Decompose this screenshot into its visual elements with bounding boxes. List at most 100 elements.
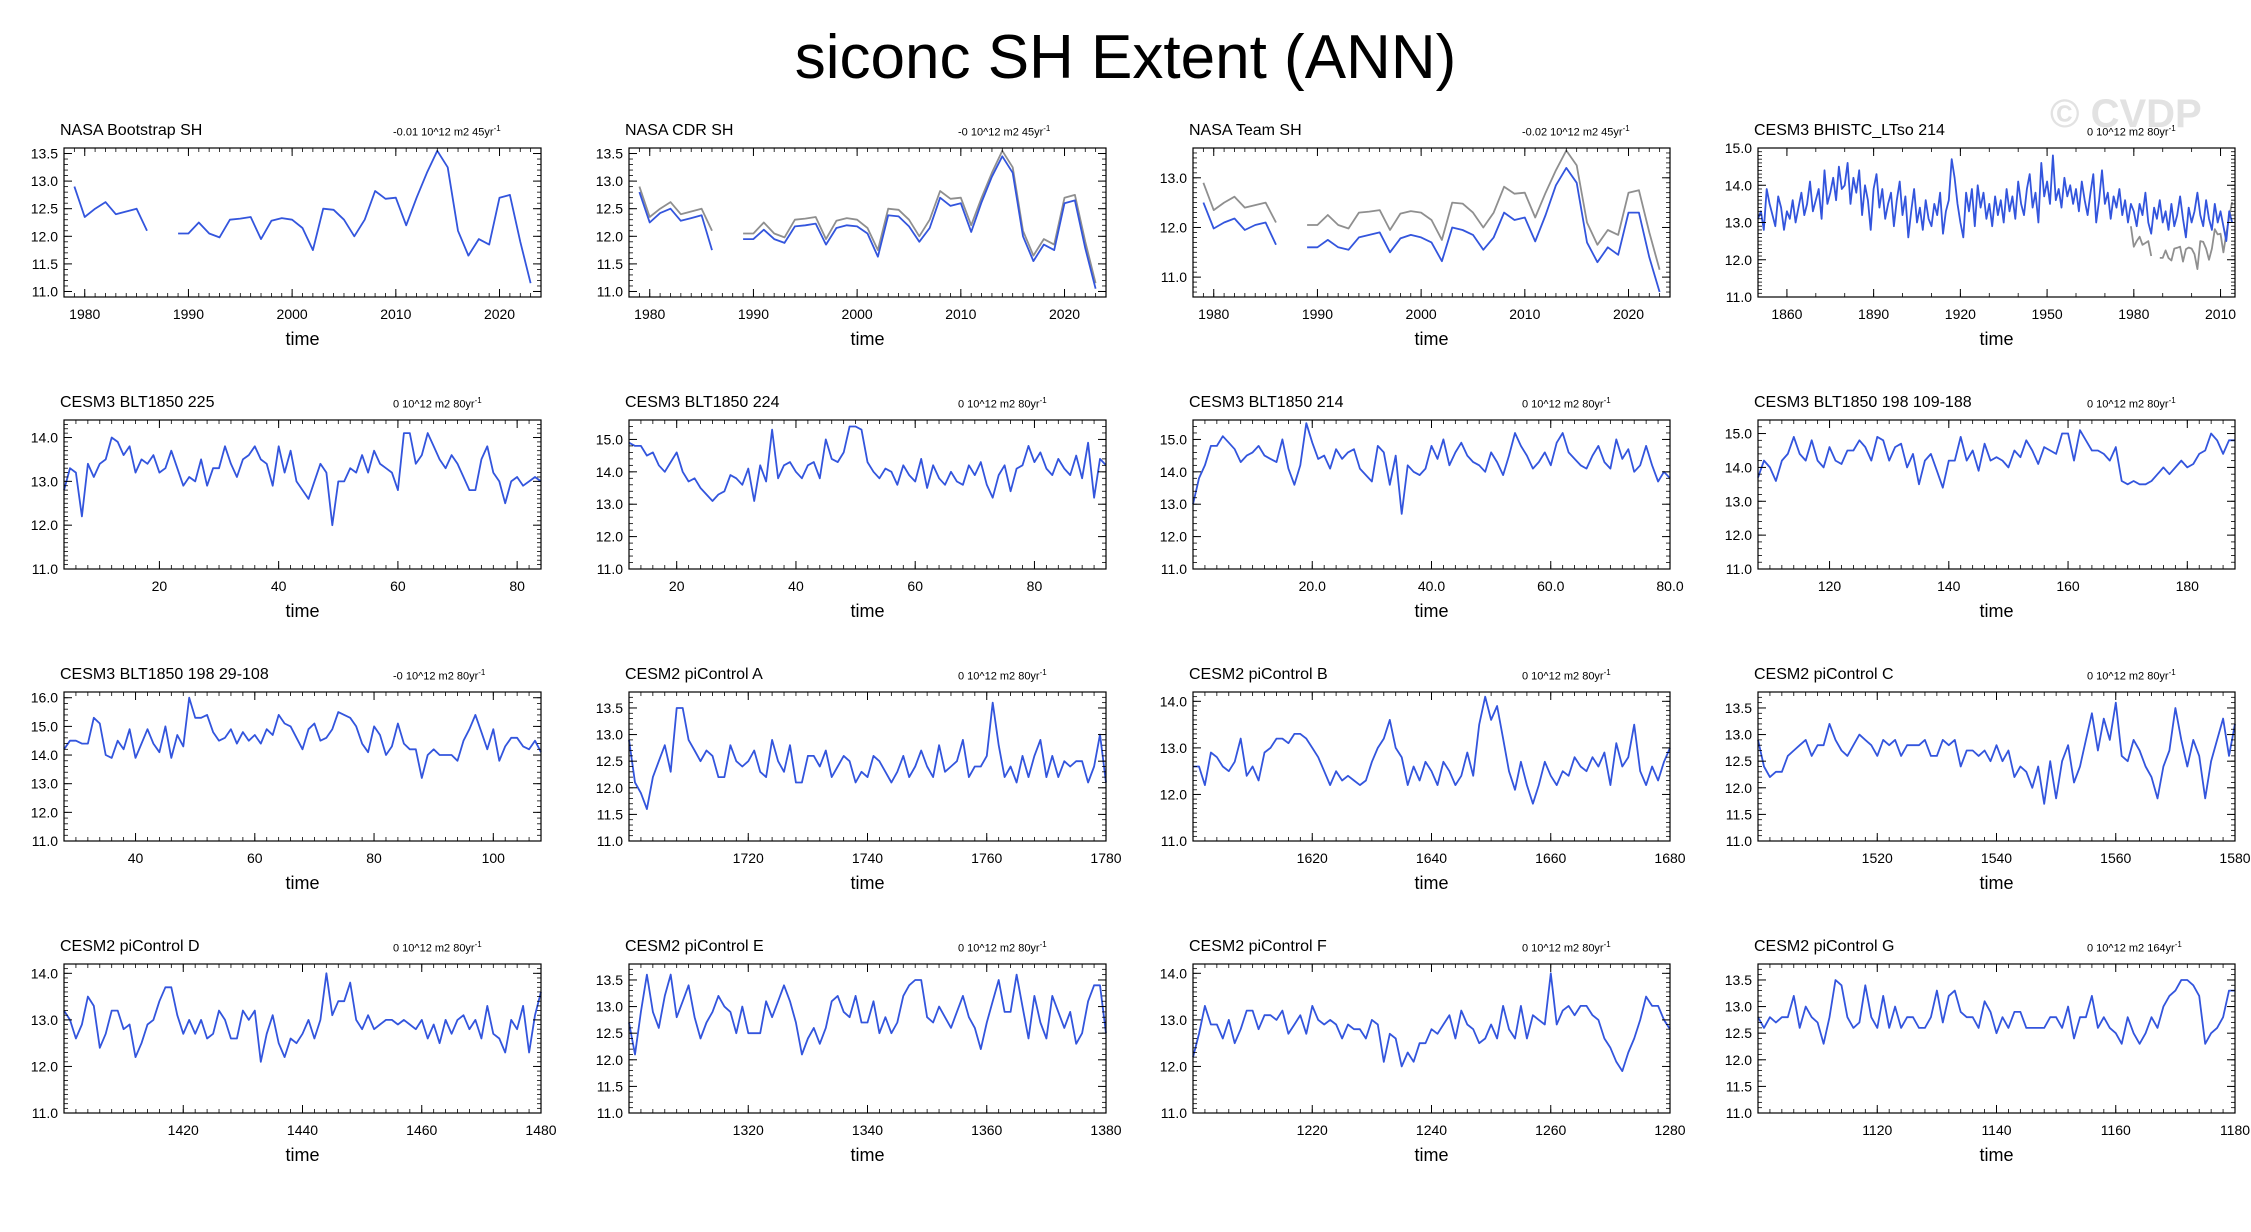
- x-tick-label: 1580: [2219, 850, 2250, 866]
- x-axis-title: time: [285, 1145, 319, 1165]
- plot-frame: [63, 147, 542, 298]
- series-line-model: [1192, 422, 1671, 515]
- series-line-model: [628, 425, 1107, 502]
- y-tick-label: 12.0: [1725, 527, 1752, 543]
- main-title: siconc SH Extent (ANN): [794, 23, 1457, 92]
- y-tick-label: 12.5: [1725, 753, 1752, 769]
- series-line-model: [1757, 154, 2233, 242]
- y-tick-label: 16.0: [31, 690, 58, 706]
- trend-exponent: -1: [2168, 668, 2176, 677]
- y-tick-label: 13.0: [1725, 999, 1752, 1015]
- x-tick-label: 1990: [738, 306, 769, 322]
- y-tick-label: 13.0: [1725, 215, 1752, 231]
- x-tick-label: 1220: [1297, 1122, 1328, 1138]
- x-tick-label: 1540: [1981, 850, 2012, 866]
- y-tick-label: 13.5: [596, 146, 623, 162]
- panel-trend: -0 10^12 m2 80yr-1: [393, 668, 485, 683]
- y-tick-label: 11.0: [1161, 561, 1187, 577]
- series-line-model: [1757, 979, 2235, 1045]
- trend-exponent: -1: [1039, 668, 1047, 677]
- x-tick-label: 1140: [1981, 1122, 2011, 1138]
- trend-exponent: -1: [474, 940, 482, 949]
- panel-trend: 0 10^12 m2 80yr-1: [1522, 396, 1611, 411]
- panel-trend: -0.01 10^12 m2 45yr-1: [393, 124, 501, 139]
- y-tick-label: 11.0: [597, 1105, 623, 1121]
- x-tick-label: 1560: [2100, 850, 2131, 866]
- x-axis-title: time: [850, 873, 884, 893]
- y-tick-label: 13.0: [1725, 727, 1752, 743]
- y-tick-label: 11.5: [597, 1078, 623, 1094]
- series-line-obs: [73, 186, 148, 232]
- x-tick-label: 1980: [1198, 306, 1229, 322]
- series-line-model: [628, 973, 1107, 1056]
- panel-12: CESM2 piControl C 0 10^12 m2 80yr-1 1520 15…: [1697, 666, 2251, 938]
- panel-trend: 0 10^12 m2 80yr-1: [958, 668, 1047, 683]
- x-tick-label: 100: [482, 850, 506, 866]
- trend-text: 0 10^12 m2 80yr: [393, 398, 475, 411]
- x-tick-label: 1920: [1945, 306, 1976, 322]
- x-tick-label: 1120: [1862, 1122, 1892, 1138]
- x-tick-label: 60: [247, 850, 263, 866]
- x-tick-label: 1620: [1297, 850, 1328, 866]
- plot-frame: [1192, 963, 1671, 1114]
- x-tick-label: 2000: [1406, 306, 1437, 322]
- y-tick-label: 12.0: [31, 228, 58, 244]
- y-tick-label: 11.0: [32, 283, 58, 299]
- y-tick-label: 13.0: [1160, 496, 1187, 512]
- x-tick-label: 1990: [1302, 306, 1333, 322]
- x-axis-title: time: [285, 873, 319, 893]
- plot-frame: [628, 147, 1107, 298]
- trend-text: 0 10^12 m2 80yr: [2087, 398, 2169, 411]
- chart-svg: 1120 1140 1160 1180 11.0 11.5 12.0 12.5 13.0 13.5…: [1725, 963, 2250, 1165]
- x-axis-title: time: [285, 601, 319, 621]
- y-tick-label: 12.5: [31, 201, 58, 217]
- x-tick-label: 1950: [2032, 306, 2063, 322]
- x-tick-label: 1180: [2220, 1122, 2250, 1138]
- y-tick-label: 14.0: [1160, 965, 1187, 981]
- y-tick-label: 12.0: [596, 529, 623, 545]
- trend-text: 0 10^12 m2 80yr: [958, 398, 1040, 411]
- chart-svg: 1620 1640 1660 1680 11.0 12.0 13.0 14.0 time: [1160, 691, 1686, 893]
- x-tick-label: 1380: [1090, 1122, 1121, 1138]
- trend-text: 0 10^12 m2 80yr: [2087, 670, 2169, 683]
- plot-frame: [628, 419, 1107, 570]
- x-tick-label: 1740: [852, 850, 883, 866]
- chart-svg: 1980 1990 2000 2010 2020 11.0 12.0 13.0 time: [1160, 147, 1671, 349]
- y-tick-label: 15.0: [596, 431, 623, 447]
- x-axis-title: time: [850, 329, 884, 349]
- x-tick-label: 2000: [277, 306, 308, 322]
- series-line-model: [63, 696, 542, 779]
- panel-6: CESM3 BLT1850 224 0 10^12 m2 80yr-1 20 40 60…: [568, 394, 1128, 666]
- series-line-model: [63, 972, 542, 1063]
- series-line-other-obs: [2159, 201, 2233, 271]
- x-tick-label: 2010: [380, 306, 411, 322]
- y-tick-label: 15.0: [1725, 426, 1752, 442]
- y-tick-label: 14.0: [31, 965, 58, 981]
- trend-exponent: -1: [1039, 940, 1047, 949]
- y-tick-label: 11.0: [1726, 561, 1752, 577]
- chart-svg: 20 40 60 80 11.0 12.0 13.0 14.0 time: [31, 419, 542, 621]
- panel-9: CESM3 BLT1850 198 29-108 -0 10^12 m2 80yr…: [3, 666, 563, 938]
- x-tick-label: 1520: [1862, 850, 1893, 866]
- x-tick-label: 40: [788, 578, 804, 594]
- y-tick-label: 14.0: [31, 430, 58, 446]
- trend-text: -0 10^12 m2 45yr: [958, 126, 1044, 139]
- y-tick-label: 11.0: [1161, 1105, 1187, 1121]
- y-tick-label: 13.0: [31, 173, 58, 189]
- panel-title: CESM3 BLT1850 214: [1189, 394, 1344, 411]
- series-line-obs: [1307, 167, 1661, 293]
- y-tick-label: 13.5: [1725, 972, 1752, 988]
- x-tick-label: 1260: [1535, 1122, 1566, 1138]
- trend-text: 0 10^12 m2 80yr: [1522, 398, 1604, 411]
- y-tick-label: 13.5: [1725, 700, 1752, 716]
- x-tick-label: 1980: [2118, 306, 2149, 322]
- chart-svg: 1520 1540 1560 1580 11.0 11.5 12.0 12.5 13.0 13.5…: [1725, 691, 2251, 893]
- series-line-other-obs: [1307, 149, 1661, 270]
- panel-title: CESM2 piControl G: [1754, 938, 1895, 955]
- panel-title: CESM2 piControl C: [1754, 666, 1894, 683]
- x-axis-title: time: [1979, 873, 2013, 893]
- trend-exponent: -1: [1603, 668, 1611, 677]
